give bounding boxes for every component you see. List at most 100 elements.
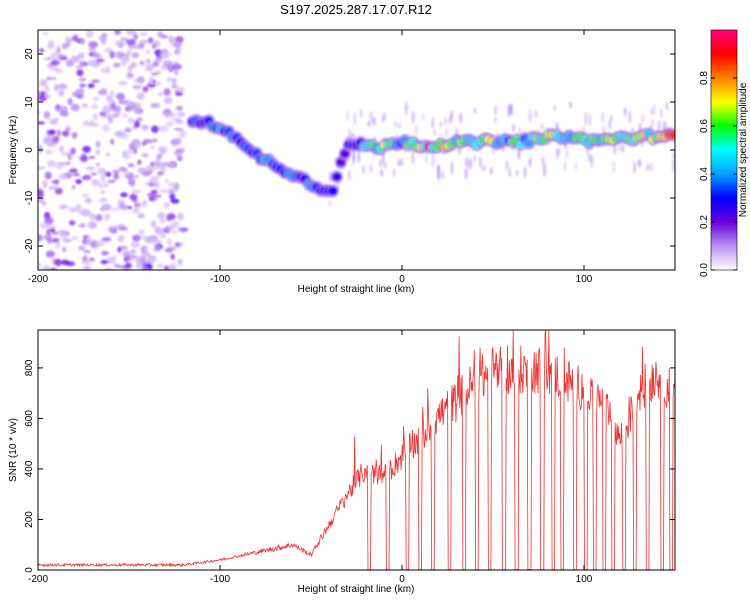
noise-speck xyxy=(104,47,113,53)
noise-speck xyxy=(152,138,158,143)
noise-speck xyxy=(47,237,53,245)
noise-speck xyxy=(96,58,105,63)
noise-speck xyxy=(110,207,121,211)
noise-speck xyxy=(75,88,85,94)
streak-speck xyxy=(459,112,463,124)
noise-speck xyxy=(167,35,176,43)
noise-speck xyxy=(76,68,84,77)
noise-speck xyxy=(150,190,159,194)
streak-speck xyxy=(556,147,560,157)
noise-speck xyxy=(128,257,135,261)
noise-speck xyxy=(159,219,167,224)
noise-speck xyxy=(177,258,183,267)
noise-speck xyxy=(78,224,86,228)
colorbar-tick-label: 0.6 xyxy=(699,119,710,133)
streak-speck xyxy=(467,159,471,170)
streak-speck xyxy=(372,116,376,127)
noise-speck xyxy=(80,39,86,46)
noise-speck xyxy=(92,96,100,102)
noise-speck xyxy=(122,250,131,258)
noise-speck xyxy=(160,34,168,39)
noise-speck xyxy=(166,213,176,220)
noise-speck xyxy=(118,167,129,171)
noise-speck xyxy=(127,177,136,186)
spectrogram-xtick-label: -100 xyxy=(210,274,230,285)
colorbar-tick-label: 0.2 xyxy=(699,215,710,229)
noise-speck xyxy=(110,138,115,145)
noise-speck xyxy=(51,237,60,243)
noise-speck xyxy=(92,51,101,58)
noise-speck xyxy=(38,145,43,153)
streak-speck xyxy=(641,113,645,124)
ridge-blob xyxy=(668,131,675,140)
noise-speck xyxy=(61,152,71,156)
spectrogram-ytick-label: -10 xyxy=(24,190,35,205)
noise-speck xyxy=(114,30,121,35)
noise-speck xyxy=(58,173,67,181)
noise-speck xyxy=(65,125,71,133)
noise-speck xyxy=(104,171,112,177)
noise-speck xyxy=(51,76,57,81)
noise-speck xyxy=(112,169,120,174)
noise-speck xyxy=(174,91,184,96)
noise-speck xyxy=(101,250,109,256)
noise-speck xyxy=(137,213,145,219)
streak-speck xyxy=(478,156,482,168)
noise-speck xyxy=(115,105,122,114)
streak-speck xyxy=(369,164,373,173)
noise-speck xyxy=(137,76,145,84)
noise-speck xyxy=(113,63,121,68)
noise-speck xyxy=(71,184,76,190)
streak-speck xyxy=(450,110,454,120)
noise-speck xyxy=(155,158,161,167)
noise-speck xyxy=(156,211,166,220)
streak-speck xyxy=(411,110,415,124)
noise-speck xyxy=(89,123,99,127)
noise-speck xyxy=(171,230,179,234)
noise-speck xyxy=(142,166,152,172)
noise-speck xyxy=(50,60,61,65)
noise-speck xyxy=(82,234,90,240)
noise-speck xyxy=(166,238,173,245)
streak-speck xyxy=(473,107,477,114)
noise-speck xyxy=(154,227,164,235)
noise-speck xyxy=(58,89,65,97)
streak-speck xyxy=(618,142,622,152)
noise-speck xyxy=(56,45,61,54)
noise-speck xyxy=(130,240,140,249)
noise-speck xyxy=(132,207,138,215)
noise-speck xyxy=(87,221,98,229)
noise-speck xyxy=(163,88,171,96)
streak-speck xyxy=(628,110,632,124)
noise-speck xyxy=(80,155,88,163)
noise-speck xyxy=(105,152,110,157)
noise-speck xyxy=(164,178,169,183)
spectrogram-xtick-label: -200 xyxy=(28,274,48,285)
streak-speck xyxy=(425,151,429,164)
noise-speck xyxy=(144,236,154,244)
streak-speck xyxy=(584,111,588,126)
streak-speck xyxy=(613,144,617,155)
noise-speck xyxy=(78,245,86,251)
noise-speck xyxy=(141,199,148,208)
noise-speck xyxy=(45,250,56,258)
streak-speck xyxy=(542,163,546,177)
noise-speck xyxy=(41,201,47,206)
noise-speck xyxy=(101,32,108,38)
streak-speck xyxy=(464,168,468,180)
noise-speck xyxy=(145,64,154,72)
noise-speck xyxy=(88,212,94,220)
noise-speck xyxy=(169,192,176,200)
ridge-blob xyxy=(332,172,342,181)
noise-speck xyxy=(132,197,138,203)
noise-speck xyxy=(157,173,162,178)
noise-speck xyxy=(44,171,52,180)
noise-speck xyxy=(44,85,50,93)
streak-speck xyxy=(540,123,544,131)
noise-speck xyxy=(126,149,133,154)
noise-speck xyxy=(81,193,90,198)
snr-background xyxy=(38,330,675,570)
noise-speck xyxy=(140,31,148,36)
noise-speck xyxy=(92,112,98,121)
noise-speck xyxy=(133,106,140,114)
